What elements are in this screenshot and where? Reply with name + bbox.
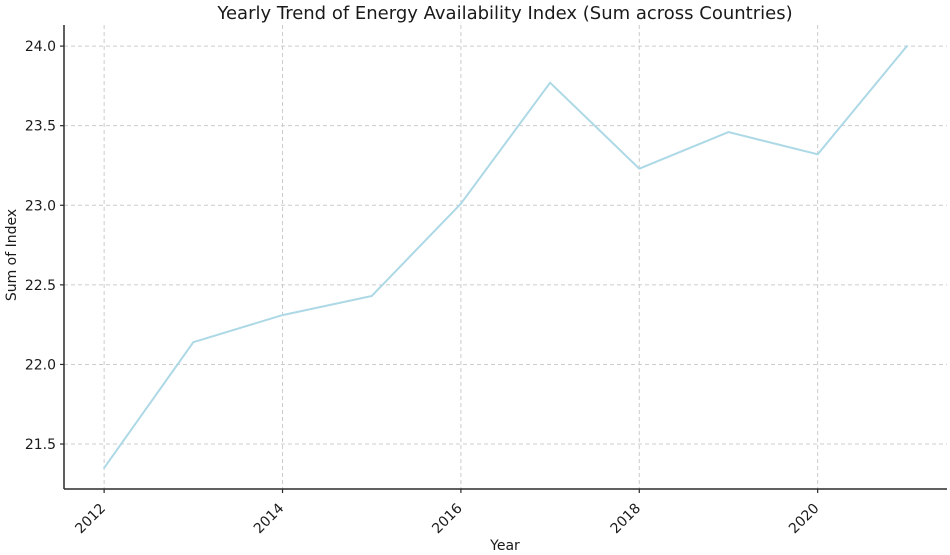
axes-spines-layer [63,25,947,490]
tick-marks-layer [60,45,819,493]
x-tick-label: 2016 [429,500,466,537]
x-tick-label: 2020 [786,501,823,538]
y-tick-label: 23.5 [25,119,56,135]
chart-title: Yearly Trend of Energy Availability Inde… [216,3,792,24]
x-tick-label: 2012 [72,501,109,538]
y-tick-label: 22.0 [25,357,56,373]
gridlines-layer [64,25,947,489]
y-tick-label: 21.5 [25,437,56,453]
y-tick-label: 24.0 [25,39,56,55]
y-axis-label: Sum of Index [4,209,20,301]
y-tick-label: 22.5 [25,278,56,294]
x-tick-label: 2014 [251,500,288,537]
trend-line [103,45,908,469]
tick-labels-layer: 2012 2014 2016 2018 2020 21.5 22.0 22.5 23.0 23.5… [25,39,823,537]
x-tick-label: 2018 [608,501,645,538]
y-tick-label: 23.0 [25,198,56,214]
data-series-layer [103,45,908,469]
x-axis-label: Year [489,538,520,554]
